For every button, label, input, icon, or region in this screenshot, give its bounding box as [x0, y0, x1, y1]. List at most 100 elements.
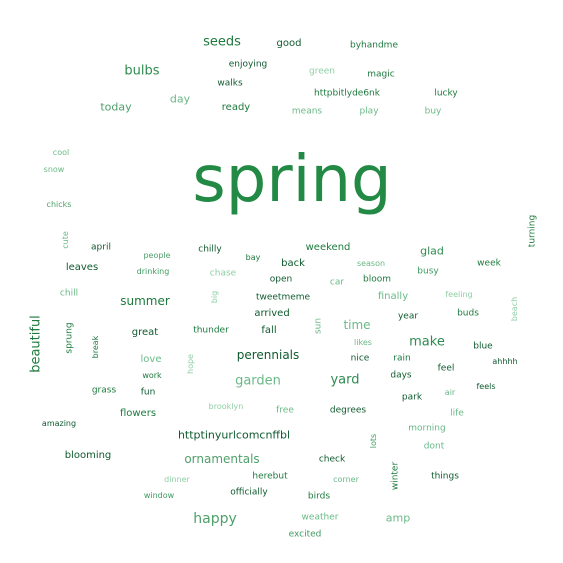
word-open: open	[269, 274, 293, 285]
word-year: year	[397, 311, 419, 322]
word-sprung: sprung	[64, 322, 75, 354]
word-dinner: dinner	[164, 475, 190, 484]
word-officially: officially	[230, 487, 268, 498]
word-dont: dont	[423, 441, 445, 452]
word-work: work	[142, 371, 162, 380]
word-good: good	[276, 38, 302, 49]
word-happy: happy	[193, 511, 237, 527]
word-life: life	[450, 408, 464, 419]
word-ahhhh: ahhhh	[492, 357, 518, 366]
word-ornamentals: ornamentals	[184, 452, 260, 466]
word-cute: cute	[61, 231, 70, 249]
word-drinking: drinking	[136, 267, 170, 276]
word-people: people	[143, 251, 171, 260]
word-make: make	[409, 334, 445, 350]
word-turning: turning	[527, 214, 538, 248]
word-weather: weather	[301, 512, 339, 523]
word-break: break	[91, 335, 100, 359]
word-beach: beach	[510, 296, 519, 322]
word-amazing: amazing	[41, 419, 77, 428]
word-time: time	[343, 318, 371, 332]
word-day: day	[169, 92, 191, 106]
word-car: car	[329, 277, 345, 288]
word-garden: garden	[235, 373, 281, 389]
word-spring: spring	[192, 143, 392, 217]
word-finally: finally	[377, 291, 409, 302]
word-air: air	[444, 388, 456, 397]
word-free: free	[276, 405, 294, 416]
word-summer: summer	[120, 294, 170, 308]
word-nice: nice	[350, 353, 370, 364]
word-days: days	[390, 370, 412, 381]
word-hope: hope	[186, 354, 195, 374]
word-things: things	[431, 471, 459, 482]
word-perennials: perennials	[236, 348, 300, 362]
word-bloom: bloom	[363, 274, 391, 285]
word-magic: magic	[367, 69, 395, 80]
word-chill: chill	[59, 288, 79, 299]
word-enjoying: enjoying	[228, 59, 268, 70]
word-yard: yard	[330, 372, 360, 388]
word-chicks: chicks	[46, 200, 72, 209]
word-april: april	[91, 242, 111, 253]
word-leaves: leaves	[65, 262, 99, 273]
word-blooming: blooming	[64, 450, 112, 461]
word-green: green	[309, 66, 335, 77]
word-rain: rain	[393, 353, 411, 364]
word-walks: walks	[217, 78, 243, 89]
word-season: season	[356, 259, 386, 268]
word-great: great	[131, 327, 159, 338]
word-buds: buds	[457, 308, 479, 319]
word-bay: bay	[245, 253, 261, 262]
word-park: park	[401, 392, 423, 403]
word-today: today	[100, 100, 132, 114]
word-excited: excited	[288, 529, 322, 540]
word-httptinyurlcomcnffbl: httptinyurlcomcnffbl	[177, 428, 291, 442]
word-feels: feels	[476, 382, 496, 391]
word-busy: busy	[417, 266, 439, 277]
word-birds: birds	[307, 491, 331, 502]
word-fun: fun	[140, 387, 156, 398]
word-httpbitlyde6nk: httpbitlyde6nk	[314, 88, 380, 99]
word-ready: ready	[221, 102, 251, 113]
word-tweetmeme: tweetmeme	[255, 292, 311, 303]
word-feel: feel	[437, 363, 455, 374]
word-sun: sun	[313, 317, 324, 335]
word-lots: lots	[369, 433, 378, 449]
word-degrees: degrees	[329, 405, 367, 416]
word-play: play	[359, 106, 379, 117]
word-feeling: feeling	[445, 290, 473, 299]
word-blue: blue	[473, 341, 493, 352]
word-glad: glad	[420, 244, 444, 258]
word-check: check	[318, 454, 346, 465]
word-back: back	[281, 258, 305, 269]
word-morning: morning	[408, 423, 446, 434]
word-cool: cool	[52, 148, 70, 157]
word-grass: grass	[91, 385, 117, 396]
word-chase: chase	[209, 268, 237, 279]
word-week: week	[477, 258, 501, 269]
word-byhandme: byhandme	[350, 40, 398, 51]
word-brooklyn: brooklyn	[208, 402, 244, 411]
word-weekend: weekend	[305, 242, 351, 253]
word-bulbs: bulbs	[124, 63, 160, 79]
word-winter: winter	[390, 461, 401, 491]
word-snow: snow	[43, 165, 65, 174]
word-fall: fall	[261, 325, 277, 336]
word-window: window	[143, 491, 175, 500]
word-buy: buy	[424, 106, 442, 117]
word-means: means	[291, 106, 323, 117]
word-amp: amp	[385, 511, 411, 525]
word-big: big	[210, 290, 219, 304]
word-flowers: flowers	[119, 408, 157, 419]
word-arrived: arrived	[254, 308, 290, 319]
word-love: love	[140, 354, 162, 365]
word-beautiful: beautiful	[28, 315, 44, 373]
word-likes: likes	[354, 338, 372, 347]
word-seeds: seeds	[203, 34, 241, 50]
word-corner: corner	[333, 475, 359, 484]
word-herebut: herebut	[252, 471, 288, 482]
word-lucky: lucky	[434, 88, 458, 99]
word-thunder: thunder	[193, 325, 229, 336]
